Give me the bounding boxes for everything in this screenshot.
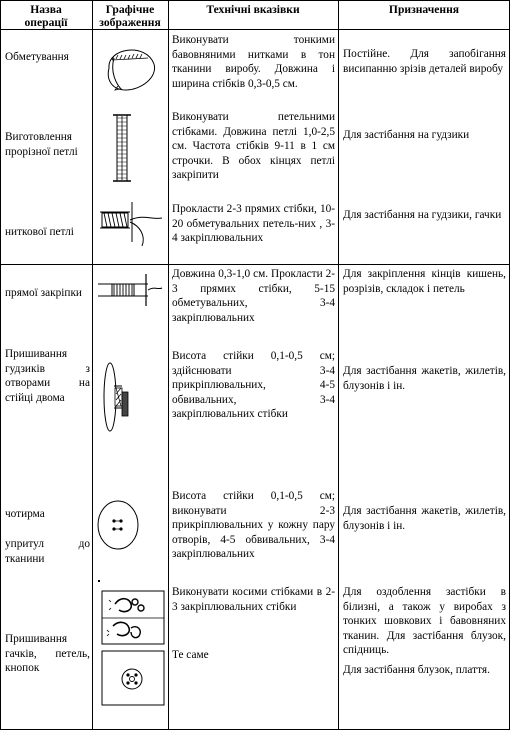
thread-loop-icon	[100, 202, 163, 247]
row-thread-loop-tech: Прокласти 2-3 прямих стібки, 10-20 обмет…	[172, 203, 335, 244]
row-shank-button-name: Пришивання гудзиків з отворами на стійці…	[5, 348, 90, 404]
row-shank-button-tech: Висота стійки 0,1-0,5 см; здійснювати 3-…	[172, 350, 335, 420]
row-hooks-name: Пришивання гачків, петель, кнопок	[5, 633, 90, 674]
col-border-1	[92, 0, 93, 730]
row-buttonhole-tech: Виконувати петельними стібками. Довжина …	[172, 111, 335, 181]
header-technical: Технічні вказівки	[206, 3, 300, 16]
header-bottom-border	[0, 29, 510, 30]
row-buttonhole-name: Виготовлення прорізної петлі	[5, 131, 78, 158]
row-buttonhole-purpose: Для застібання на гудзики	[343, 129, 470, 141]
row-overcast-name: Обметування	[5, 51, 69, 63]
row-bartack-name: прямої закріпки	[5, 287, 82, 299]
row-hooks-purpose-2: Для застібання блузок, плаття.	[343, 664, 490, 676]
snap-fastener-icon	[101, 650, 165, 706]
shank-button-icon	[103, 362, 129, 432]
col-border-4	[509, 0, 510, 730]
row-hooks-tech-same: Те саме	[172, 649, 209, 661]
header-name: Назва операції	[24, 3, 68, 29]
row-hooks-purpose: Для оздоблення застібки в білизні, а так…	[343, 586, 506, 656]
col-border-2	[168, 0, 169, 730]
scan-speck	[98, 580, 100, 582]
row-overcast-tech: Виконувати тонкими бавовняними нитками в…	[172, 34, 335, 90]
overcast-stitch-icon	[107, 49, 156, 91]
header-purpose: Призначення	[388, 3, 460, 16]
hook-and-eye-icon	[101, 590, 165, 645]
row-thread-loop-name: ниткової петлі	[5, 226, 74, 238]
row-overcast-purpose: Постійне. Для запобігання висипанню зріз…	[343, 48, 506, 75]
col-border-3	[338, 0, 339, 730]
row-four-hole-tech: Висота стійки 0,1-0,5 см; виконувати 2-3…	[172, 490, 335, 560]
group-divider-2	[0, 729, 510, 730]
row-thread-loop-purpose: Для застібання на гудзики, гачки	[343, 209, 502, 221]
row-four-hole-name-a: чотирма	[5, 508, 45, 520]
header-graphic: Графічне зображення	[99, 3, 161, 29]
group-divider-1	[0, 264, 510, 265]
bartack-icon	[98, 274, 163, 306]
buttonhole-icon	[113, 114, 131, 182]
four-hole-button-icon	[97, 500, 139, 550]
row-hooks-tech: Виконувати косими стібками в 2-3 закріпл…	[172, 586, 335, 613]
row-bartack-purpose: Для закріплення кінців кишень, розрізів,…	[343, 268, 506, 295]
row-four-hole-name-b: упритул до тканини	[5, 538, 90, 565]
col-border-0	[0, 0, 1, 730]
row-shank-button-purpose: Для застібання жакетів, жилетів, блузоні…	[343, 365, 506, 392]
row-bartack-tech: Довжина 0,3-1,0 см. Прокласти 2-3 прямих…	[172, 268, 335, 324]
row-four-hole-purpose: Для застібання жакетів, жилетів, блузоні…	[343, 505, 506, 532]
table-top-border	[0, 0, 510, 1]
